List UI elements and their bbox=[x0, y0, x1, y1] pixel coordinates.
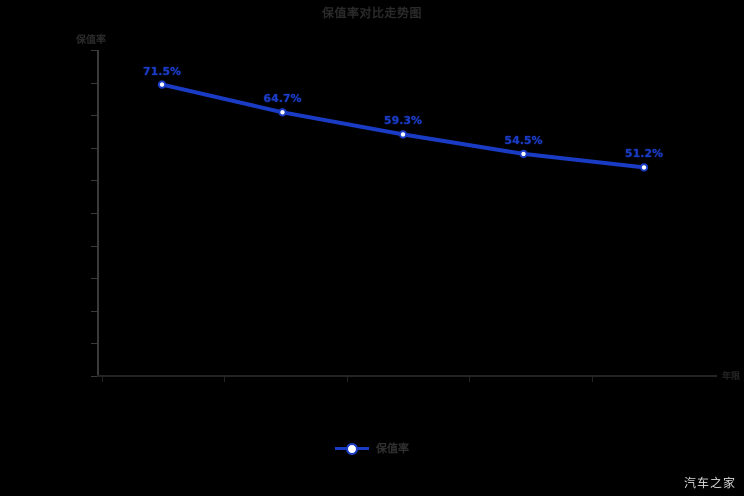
x-axis-tick bbox=[102, 377, 103, 382]
x-axis-title: 年限 bbox=[722, 372, 741, 382]
legend-marker-icon bbox=[335, 440, 369, 456]
y-axis-tick bbox=[91, 50, 97, 51]
x-axis-tick bbox=[591, 377, 593, 382]
y-axis-tick bbox=[91, 82, 97, 84]
y-axis-tick bbox=[91, 180, 97, 182]
legend-item-label: 保值率 bbox=[376, 442, 409, 455]
y-axis-tick bbox=[91, 278, 97, 280]
y-axis-title: 保值率 bbox=[76, 35, 106, 46]
x-axis-tick bbox=[224, 377, 226, 382]
data-point-marker bbox=[157, 80, 167, 89]
chart-title: 保值率对比走势图 bbox=[321, 6, 422, 20]
data-point-label: 64.7% bbox=[263, 92, 302, 106]
data-point-label: 54.5% bbox=[504, 133, 543, 147]
chart-legend: 保值率 bbox=[0, 440, 744, 456]
y-axis-tick bbox=[91, 115, 97, 117]
data-point-marker bbox=[519, 149, 528, 159]
y-axis-tick bbox=[91, 147, 97, 149]
y-axis-line bbox=[97, 50, 99, 376]
data-point-label: 51.2% bbox=[624, 147, 664, 161]
x-axis-tick bbox=[346, 377, 348, 382]
y-axis-tick bbox=[91, 376, 97, 377]
data-point-marker bbox=[398, 130, 408, 139]
y-axis-tick bbox=[91, 310, 97, 312]
y-axis-tick bbox=[91, 213, 97, 214]
data-point-marker bbox=[639, 163, 649, 172]
data-point-label: 59.3% bbox=[383, 114, 423, 128]
x-axis-line bbox=[97, 375, 717, 377]
data-point-label: 71.5% bbox=[142, 64, 182, 78]
y-axis-tick bbox=[91, 245, 97, 247]
y-axis-tick bbox=[91, 343, 97, 345]
data-point-marker bbox=[278, 108, 287, 117]
watermark: 汽车之家 bbox=[683, 476, 736, 490]
x-axis-tick bbox=[469, 377, 471, 382]
